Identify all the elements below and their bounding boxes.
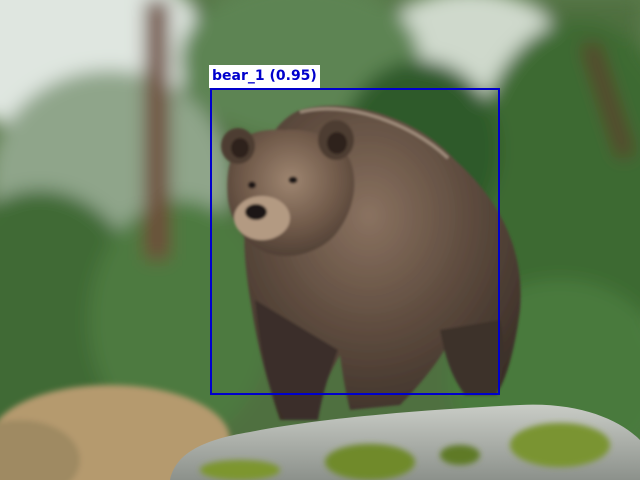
rock bbox=[170, 404, 640, 480]
detection-label: bear_1 (0.95) bbox=[209, 65, 320, 88]
detection-bounding-box bbox=[210, 88, 500, 395]
bear bbox=[221, 105, 521, 420]
dry-grass bbox=[0, 385, 230, 480]
